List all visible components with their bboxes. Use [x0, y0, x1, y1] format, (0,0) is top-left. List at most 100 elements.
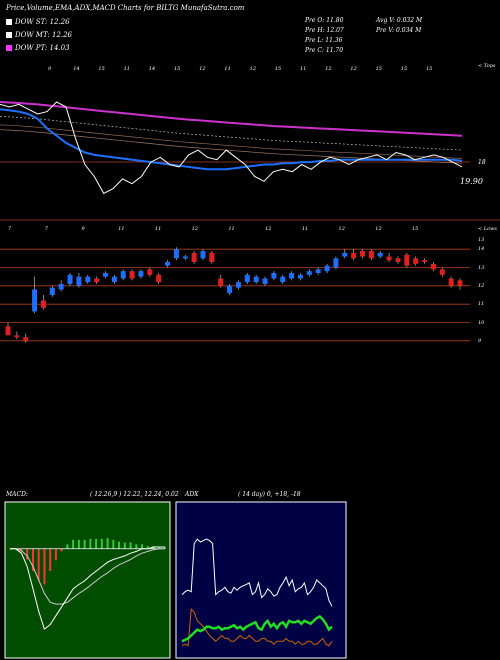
candle-body: [413, 258, 419, 264]
candle-body: [156, 274, 162, 283]
macd-histogram-bar: [83, 539, 86, 549]
tick-label: 7: [44, 226, 48, 232]
candle-body: [253, 276, 259, 283]
close-line: [0, 101, 463, 195]
adx-panel: [175, 501, 347, 659]
tick-label: 15: [412, 226, 419, 232]
macd-values: ( 12.26,9 ) 12.22, 12.24, 0.02: [90, 491, 179, 498]
tops-label: < Tops: [478, 63, 496, 69]
tick-label: 12: [265, 226, 272, 232]
tick-label: 11: [224, 66, 231, 72]
candle-body: [377, 252, 383, 257]
ema-band-line: [0, 124, 463, 159]
candle-body: [218, 278, 224, 286]
price-tick-label: 14: [478, 246, 485, 253]
tick-label: 12: [199, 66, 206, 72]
candle-body: [457, 280, 463, 286]
tick-label: 15: [274, 66, 282, 72]
macd-histogram-bar: [95, 538, 98, 549]
macd-panel: [4, 501, 171, 659]
tick-label: 15: [98, 66, 105, 72]
macd-histogram-bar: [54, 548, 57, 561]
tick-label: 12: [375, 226, 382, 232]
macd-histogram-bar: [106, 538, 109, 549]
candle-body: [262, 278, 268, 284]
tick-label: 14: [73, 66, 80, 72]
tick-label: 14: [148, 66, 156, 72]
macd-histogram-bar: [72, 539, 75, 549]
macd-histogram-bar: [89, 538, 92, 549]
candle-body: [422, 260, 428, 262]
candle-body: [289, 273, 295, 279]
legend-dow-mt-label: DOW MT: 12.26: [15, 31, 72, 39]
pre-open: Pre O: 11.80: [305, 17, 344, 24]
ema-slow-line: [0, 101, 463, 137]
legend-dow-st: DOW ST: 12.26: [6, 18, 70, 26]
tick-label: 9: [48, 66, 52, 72]
tick-label: 11: [154, 226, 162, 232]
candle-body: [209, 252, 215, 262]
price-tick-label: 10: [478, 319, 485, 326]
candle-body: [306, 271, 312, 275]
candle-body: [129, 271, 135, 279]
macd-histogram-bar: [123, 542, 126, 549]
candle-body: [404, 254, 410, 266]
price-tick-label: 11: [478, 301, 485, 308]
candle-body: [333, 258, 339, 268]
macd-histogram-bar: [31, 548, 34, 572]
candle-body: [360, 251, 366, 257]
candle-body: [235, 282, 241, 288]
tick-label: 11: [301, 226, 309, 232]
tick-label: 15: [174, 66, 181, 72]
legend-swatch-icon: [6, 32, 12, 38]
macd-histogram-bar: [66, 544, 69, 549]
legend-dow-mt: DOW MT: 12.26: [6, 31, 72, 39]
candle-body: [297, 274, 303, 279]
candle-body: [227, 285, 233, 294]
macd-line: [10, 546, 165, 630]
candle-body: [14, 335, 20, 338]
candle-body: [85, 276, 91, 283]
candle-body: [49, 287, 55, 295]
price-tick-label: 9: [478, 337, 482, 344]
candle-body: [165, 262, 171, 266]
candle-body: [200, 251, 206, 259]
macd-histogram-bar: [26, 548, 29, 560]
candle-body: [368, 251, 374, 259]
macd-histogram-bar: [135, 544, 138, 549]
tick-label: 11: [123, 66, 130, 72]
candle-body: [271, 273, 277, 279]
macd-histogram-bar: [164, 546, 166, 549]
candle-body: [315, 269, 321, 273]
tick-label: 11: [300, 66, 307, 72]
macd-histogram-bar: [129, 542, 132, 549]
candle-body: [40, 300, 46, 308]
candle-body: [138, 271, 144, 277]
adx-label: ADX: [185, 491, 199, 498]
ema-tick-label: 18: [478, 159, 486, 166]
lows-label: < Lows: [478, 226, 497, 232]
candle-body: [342, 252, 348, 257]
candle-body: [351, 252, 357, 259]
candle-body: [173, 249, 179, 259]
tick-label: 15: [375, 66, 382, 72]
candle-body: [94, 278, 100, 283]
adx-plus-di-line: [181, 538, 333, 607]
macd-histogram-bar: [146, 546, 149, 549]
adx-minus-di-line: [181, 608, 333, 647]
candle-body: [182, 256, 188, 259]
tick-label: 12: [249, 66, 256, 72]
tick-label: 12: [325, 66, 332, 72]
candle-body: [430, 263, 436, 270]
candle-body: [324, 265, 330, 272]
tick-label: 12: [191, 226, 198, 232]
ema-fast-line: [0, 108, 463, 171]
adx-values: ( 14 day) 0, +18, -18: [238, 491, 301, 498]
tick-label: 11: [118, 226, 125, 232]
macd-histogram-bar: [112, 539, 115, 549]
candle-body: [76, 276, 82, 286]
pre-close: Pre C: 11.70: [305, 47, 344, 54]
tick-label: 11: [228, 226, 235, 232]
macd-histogram-bar: [158, 546, 161, 549]
